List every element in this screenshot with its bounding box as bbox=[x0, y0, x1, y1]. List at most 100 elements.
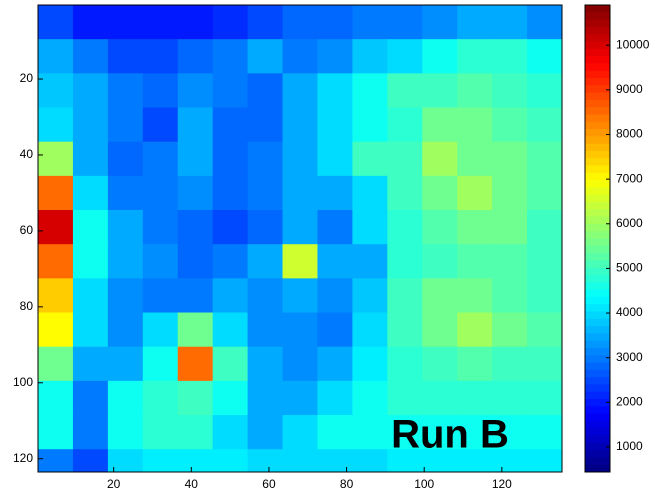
cell bbox=[422, 347, 457, 382]
cell bbox=[248, 415, 283, 450]
y-tick-label: 60 bbox=[20, 223, 34, 237]
cell bbox=[283, 415, 318, 450]
cell bbox=[38, 108, 73, 143]
cell bbox=[73, 176, 108, 211]
colorbar-swatch bbox=[585, 377, 610, 385]
cell bbox=[387, 108, 422, 143]
colorbar-swatch bbox=[585, 71, 610, 79]
cell bbox=[527, 39, 562, 74]
cell bbox=[422, 142, 457, 177]
colorbar-swatch bbox=[585, 465, 610, 473]
cell bbox=[143, 415, 178, 450]
colorbar-swatch bbox=[585, 144, 610, 152]
cell bbox=[527, 73, 562, 108]
colorbar-swatch bbox=[585, 260, 610, 268]
cell bbox=[387, 73, 422, 108]
cell bbox=[73, 449, 108, 472]
cell bbox=[108, 347, 143, 382]
colorbar-swatch bbox=[585, 209, 610, 217]
cell bbox=[387, 313, 422, 348]
cell bbox=[108, 142, 143, 177]
cell bbox=[457, 176, 492, 211]
cell bbox=[387, 244, 422, 279]
cell bbox=[143, 176, 178, 211]
cell bbox=[178, 39, 213, 74]
cell bbox=[317, 5, 352, 40]
colorbar-swatch bbox=[585, 246, 610, 254]
cell bbox=[492, 210, 527, 245]
colorbar-tick-label: 1000 bbox=[616, 439, 643, 453]
cell bbox=[492, 278, 527, 313]
colorbar-swatch bbox=[585, 34, 610, 42]
chart: 1000200030004000500060007000800090001000… bbox=[0, 0, 655, 496]
cell bbox=[178, 415, 213, 450]
cell bbox=[143, 278, 178, 313]
cell bbox=[457, 39, 492, 74]
x-tick-label: 60 bbox=[262, 477, 276, 491]
cell bbox=[178, 381, 213, 416]
cell bbox=[143, 347, 178, 382]
cell bbox=[457, 142, 492, 177]
cell bbox=[73, 381, 108, 416]
cell bbox=[422, 244, 457, 279]
cell bbox=[248, 73, 283, 108]
colorbar-swatch bbox=[585, 56, 610, 64]
annotation: Run B bbox=[391, 413, 509, 457]
colorbar-swatch bbox=[585, 333, 610, 341]
colorbar-swatch bbox=[585, 49, 610, 57]
colorbar-swatch bbox=[585, 195, 610, 203]
cell bbox=[422, 176, 457, 211]
cell bbox=[492, 5, 527, 40]
cell bbox=[317, 142, 352, 177]
cell bbox=[317, 210, 352, 245]
colorbar-tick-label: 9000 bbox=[616, 82, 643, 96]
cell bbox=[387, 347, 422, 382]
cell bbox=[73, 278, 108, 313]
y-tick-label: 20 bbox=[20, 71, 34, 85]
cell bbox=[108, 39, 143, 74]
cell bbox=[527, 5, 562, 40]
cell bbox=[38, 278, 73, 313]
cell bbox=[143, 381, 178, 416]
cell bbox=[352, 108, 387, 143]
colorbar-swatch bbox=[585, 180, 610, 188]
cell bbox=[527, 244, 562, 279]
cell bbox=[283, 449, 318, 472]
cell bbox=[527, 210, 562, 245]
colorbar-swatch bbox=[585, 392, 610, 400]
cell bbox=[73, 244, 108, 279]
cell bbox=[457, 108, 492, 143]
cell bbox=[108, 73, 143, 108]
colorbar-swatch bbox=[585, 326, 610, 334]
cell bbox=[317, 449, 352, 472]
colorbar-swatch bbox=[585, 428, 610, 436]
colorbar-swatch bbox=[585, 341, 610, 349]
colorbar-swatch bbox=[585, 282, 610, 290]
x-tick-label: 100 bbox=[414, 477, 434, 491]
colorbar-swatch bbox=[585, 436, 610, 444]
cell bbox=[283, 176, 318, 211]
cell bbox=[248, 142, 283, 177]
colorbar-tick-label: 4000 bbox=[616, 305, 643, 319]
colorbar-swatch bbox=[585, 12, 610, 20]
cell bbox=[352, 210, 387, 245]
cell bbox=[422, 210, 457, 245]
cell bbox=[387, 5, 422, 40]
cell bbox=[492, 142, 527, 177]
cell bbox=[457, 210, 492, 245]
cell bbox=[317, 278, 352, 313]
colorbar-swatch bbox=[585, 297, 610, 305]
colorbar-swatch bbox=[585, 63, 610, 71]
cell bbox=[213, 142, 248, 177]
cell bbox=[178, 176, 213, 211]
cell bbox=[73, 108, 108, 143]
colorbar-swatch bbox=[585, 85, 610, 93]
cell bbox=[283, 244, 318, 279]
cell bbox=[248, 381, 283, 416]
cell bbox=[317, 244, 352, 279]
colorbar-tick-label: 6000 bbox=[616, 216, 643, 230]
cell bbox=[248, 176, 283, 211]
colorbar-swatch bbox=[585, 399, 610, 407]
cell bbox=[73, 210, 108, 245]
cell bbox=[248, 210, 283, 245]
